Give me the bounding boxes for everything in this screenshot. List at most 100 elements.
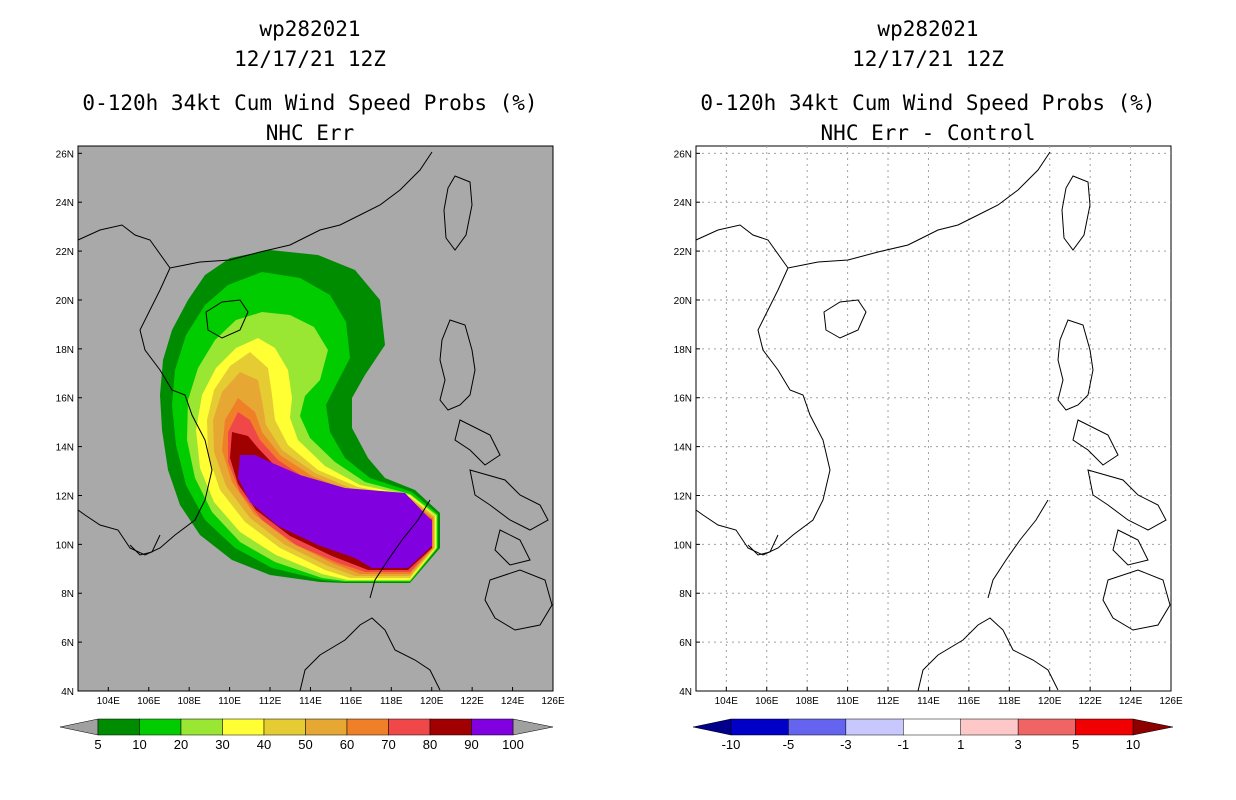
lat-label: 4N: [61, 687, 74, 698]
lat-label: 24N: [674, 198, 692, 209]
swath-100: [248, 465, 426, 556]
left-title-storm: wp282021: [259, 17, 361, 41]
lat-label: 22N: [56, 247, 74, 258]
lon-label: 118E: [998, 696, 1021, 707]
right-cbar-swatch: [788, 718, 847, 736]
left-axis: 104E 106E 108E 110E 112E 114E 116E 118E 120E 122E…: [56, 149, 565, 707]
right-cbar-label: 3: [1015, 737, 1022, 752]
lat-label: 16N: [56, 394, 74, 405]
lon-label: 126E: [541, 696, 565, 707]
lat-label: 8N: [61, 589, 74, 600]
coast-luzon: [1057, 319, 1119, 466]
lon-label: 114E: [917, 696, 940, 707]
left-cbar-label: 10: [132, 737, 146, 752]
lon-label: 120E: [420, 696, 444, 707]
lon-label: 126E: [1159, 696, 1183, 707]
lon-label: 114E: [299, 696, 322, 707]
left-cbar-label: 30: [215, 737, 229, 752]
lat-label: 4N: [679, 687, 692, 698]
lat-label: 26N: [56, 149, 74, 160]
left-cbar-label: 100: [502, 737, 524, 752]
lon-label: 106E: [137, 696, 161, 707]
left-title-product: 0-120h 34kt Cum Wind Speed Probs (%): [82, 91, 538, 115]
left-cbar-label: 50: [298, 737, 312, 752]
right-title-sub: NHC Err - Control: [820, 121, 1036, 145]
left-cbar-label: 40: [257, 737, 271, 752]
coast-mindanao: [1102, 569, 1171, 631]
right-map-background: [695, 145, 1172, 692]
lat-label: 20N: [674, 296, 692, 307]
lon-label: 104E: [97, 696, 121, 707]
lat-label: 18N: [56, 345, 74, 356]
right-cbar-swatch: [1075, 718, 1134, 736]
lat-label: 16N: [674, 394, 692, 405]
coast-taiwan: [1061, 175, 1091, 251]
right-cbar-swatch: [730, 718, 789, 736]
right-coastlines: [695, 151, 1171, 692]
coast-palawan: [369, 499, 431, 599]
right-title-product: 0-120h 34kt Cum Wind Speed Probs (%): [700, 91, 1156, 115]
lat-label: 10N: [674, 540, 692, 551]
lon-label: 106E: [755, 696, 779, 707]
lat-label: 6N: [679, 638, 692, 649]
lat-label: 10N: [56, 540, 74, 551]
coast-hainan: [823, 299, 867, 339]
left-cbar-label: 80: [423, 737, 437, 752]
coast-mainland: [77, 151, 433, 556]
coast-palawan: [987, 499, 1049, 599]
left-coastlines: [77, 151, 553, 692]
coast-mainland: [695, 151, 1051, 556]
right-cbar-label: -5: [783, 737, 795, 752]
right-title-date: 12/17/21 12Z: [852, 47, 1004, 71]
lon-label: 124E: [1119, 696, 1143, 707]
lat-label: 12N: [674, 491, 692, 502]
left-probability-swath: [160, 250, 440, 583]
right-cbar-label: -1: [898, 737, 910, 752]
right-cbar-swatch: [903, 718, 961, 736]
lon-label: 110E: [836, 696, 859, 707]
lat-label: 8N: [679, 589, 692, 600]
lat-label: 24N: [56, 198, 74, 209]
lon-label: 104E: [715, 696, 739, 707]
lat-label: 22N: [674, 247, 692, 258]
left-cbar-label: 70: [381, 737, 395, 752]
lon-label: 124E: [501, 696, 525, 707]
lon-label: 112E: [877, 696, 900, 707]
lon-label: 116E: [958, 696, 981, 707]
lon-label: 120E: [1038, 696, 1062, 707]
right-gridlines: [696, 146, 1171, 691]
coast-borneo: [299, 617, 441, 692]
left-cbar-label: 60: [340, 737, 354, 752]
right-cbar-label: -3: [840, 737, 852, 752]
left-cbar-label: 90: [464, 737, 478, 752]
lat-label: 12N: [56, 491, 74, 502]
lat-label: 26N: [674, 149, 692, 160]
lat-label: 14N: [56, 443, 74, 454]
lat-label: 6N: [61, 638, 74, 649]
right-title: wp282021 12/17/21 12Z 0-120h 34kt Cum Wi…: [648, 14, 1208, 148]
right-cbar-label: 1: [957, 737, 964, 752]
lat-label: 14N: [674, 443, 692, 454]
lat-label: 18N: [674, 345, 692, 356]
left-title-sub: NHC Err: [265, 121, 355, 145]
lon-label: 122E: [460, 696, 484, 707]
lon-label: 122E: [1078, 696, 1102, 707]
right-title-storm: wp282021: [877, 17, 979, 41]
right-cbar-label: 5: [1072, 737, 1079, 752]
coast-taiwan: [443, 175, 473, 251]
left-title: wp282021 12/17/21 12Z 0-120h 34kt Cum Wi…: [30, 14, 590, 148]
coast-borneo: [917, 617, 1059, 692]
left-cbar-label: 5: [94, 737, 101, 752]
right-cbar-arrow-right: [1132, 718, 1174, 736]
right-cbar-label: 10: [1126, 737, 1140, 752]
lon-label: 112E: [259, 696, 282, 707]
coast-mindanao: [484, 569, 553, 631]
coast-mekong: [747, 534, 779, 556]
coast-visayas: [469, 469, 549, 566]
right-cbar-swatch: [1017, 718, 1076, 736]
coast-hainan: [205, 299, 249, 339]
